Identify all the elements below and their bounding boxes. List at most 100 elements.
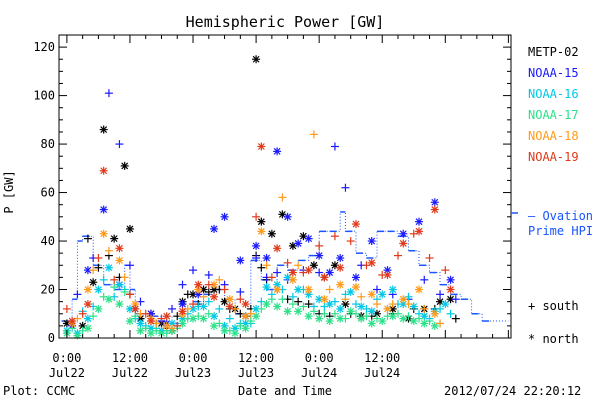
point-noaa-15-south [189,266,198,275]
point-noaa-17-south [299,302,308,311]
legend-ovation-prime-hpi: Prime HPI [528,224,593,238]
point-noaa-16-north [357,302,366,311]
point-noaa-15-south [125,261,134,270]
legend-north-marker: * north [528,332,579,346]
point-noaa-16-north [388,285,397,294]
point-noaa-15-south [315,268,324,277]
footer-plot-credit: Plot: CCMC [3,384,75,398]
x-tick-date-label: Jul22 [112,366,148,380]
point-noaa-17-south [110,283,119,292]
point-noaa-15-north [315,251,324,260]
point-noaa-19-north [210,292,219,301]
point-noaa-19-north [273,244,282,253]
point-noaa-18-north [241,312,250,321]
point-noaa-18-north [115,256,124,265]
x-tick-label: 0:00 [179,351,208,365]
data-points-layer [62,55,460,340]
point-noaa-17-south [131,312,140,321]
axes-layer: 0204060801001200:00Jul2212:00Jul220:00Ju… [33,34,512,380]
point-noaa-16-south [288,292,297,301]
x-tick-label: 12:00 [364,351,400,365]
point-noaa-17-north [115,300,124,309]
point-noaa-15-north [367,237,376,246]
point-noaa-17-north [189,314,198,323]
point-noaa-15-south [252,254,261,263]
point-noaa-19-north [351,220,360,229]
point-noaa-16-north [136,319,145,328]
point-noaa-15-north [210,224,219,233]
point-noaa-18-south [294,261,303,270]
y-tick-label: 60 [41,186,55,200]
point-noaa-17-south [246,317,255,326]
point-noaa-16-north [346,287,355,296]
point-metp-02-north [99,125,108,134]
point-noaa-18-south [120,273,129,282]
point-noaa-15-north [325,268,334,277]
legend-noaa-18: NOAA-18 [528,129,579,143]
point-noaa-19-north [146,317,155,326]
point-noaa-15-south [178,280,187,289]
point-noaa-18-north [288,275,297,284]
point-noaa-15-north [415,217,424,226]
point-noaa-19-south [283,258,292,267]
point-noaa-18-north [383,304,392,313]
point-noaa-16-north [94,285,103,294]
x-tick-label: 12:00 [112,351,148,365]
point-noaa-16-north [294,285,303,294]
point-noaa-18-south [420,304,429,313]
footer-timestamp: 2012/07/24 22:20:12 [444,384,581,398]
y-tick-label: 0 [48,331,55,345]
legend-noaa-16: NOAA-16 [528,87,579,101]
y-tick-label: 80 [41,137,55,151]
point-noaa-17-north [325,317,334,326]
point-noaa-19-south [189,300,198,309]
point-metp-02-south [83,234,92,243]
point-noaa-19-south [315,241,324,250]
point-noaa-15-south [273,268,282,277]
point-noaa-19-north [257,142,266,151]
point-noaa-17-north [83,324,92,333]
point-noaa-18-south [104,246,113,255]
x-tick-date-label: Jul23 [175,366,211,380]
point-noaa-18-south [199,292,208,301]
plot-frame [58,34,512,339]
point-noaa-16-south [204,297,213,306]
point-noaa-16-north [104,263,113,272]
point-noaa-15-north [99,205,108,214]
y-axis-label: P [GW] [2,170,16,213]
point-noaa-18-north [225,295,234,304]
x-tick-label: 12:00 [238,351,274,365]
point-noaa-18-north [430,309,439,318]
point-noaa-18-south [436,319,445,328]
point-noaa-18-south [325,285,334,294]
x-tick-date-label: Jul24 [301,366,337,380]
point-noaa-19-south [394,251,402,260]
point-noaa-15-south [73,290,82,299]
point-noaa-15-south [115,140,124,149]
point-noaa-17-north [409,317,418,326]
point-noaa-17-north [210,321,219,330]
x-axis-label: Date and Time [238,384,332,398]
point-noaa-16-south [99,275,108,284]
legend: METP-02 NOAA-15 NOAA-16 NOAA-17 NOAA-18 NOAA-… [511,45,593,346]
x-tick-date-label: Jul23 [238,366,274,380]
point-noaa-19-south [125,290,134,299]
point-noaa-18-south [215,275,224,284]
point-noaa-17-south [288,300,297,309]
point-noaa-19-north [178,307,187,316]
y-tick-label: 120 [33,40,55,54]
point-noaa-19-south [62,304,71,313]
point-noaa-17-north [388,312,397,321]
point-noaa-19-south [110,275,119,284]
point-noaa-18-north [162,321,171,330]
point-noaa-16-north [199,302,208,311]
point-noaa-19-north [288,268,297,277]
point-noaa-15-north [273,147,282,156]
point-noaa-15-north [262,254,271,263]
y-tick-label: 40 [41,234,55,248]
point-metp-02-north [89,278,98,287]
point-metp-02-north [267,229,276,238]
point-metp-02-north [252,55,261,64]
point-noaa-16-south [446,309,455,318]
point-noaa-15-north [336,254,345,263]
